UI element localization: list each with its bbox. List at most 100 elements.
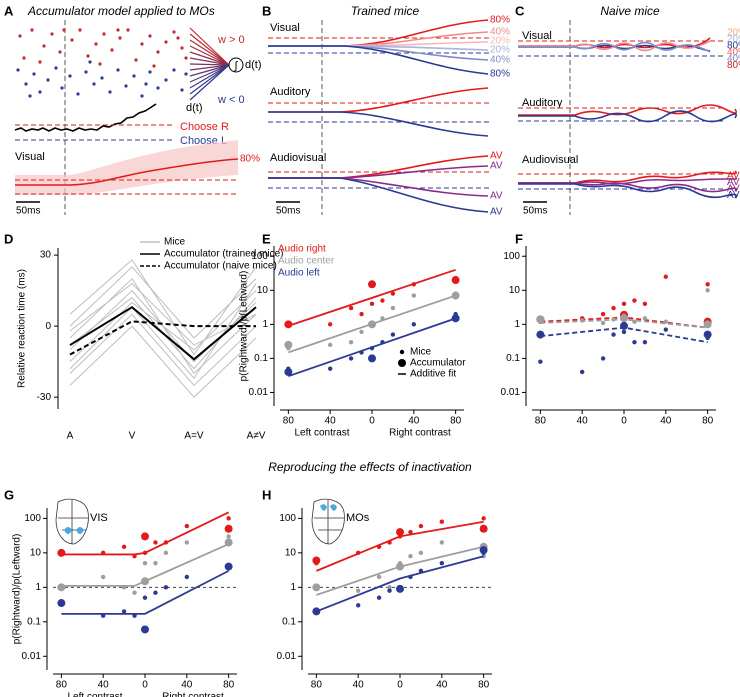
label: w < 0 — [217, 94, 245, 106]
y-tick-label: 1 — [262, 319, 268, 330]
x-tick-label: 80 — [223, 680, 235, 691]
y-tick-label: 100 — [251, 251, 268, 262]
label: 50ms — [276, 206, 300, 217]
y-tick-label: 100 — [503, 251, 520, 262]
model-point — [57, 599, 66, 608]
mouse-point — [355, 603, 361, 608]
mouse-point — [439, 540, 445, 545]
label: Audiovisual — [522, 154, 578, 166]
legend-label: Accumulator (trained mice) — [164, 249, 283, 260]
label: AV — [490, 191, 503, 202]
mouse-point — [411, 293, 417, 298]
model-point — [224, 538, 233, 547]
fan-line — [189, 39, 230, 66]
mouse-point — [100, 613, 106, 618]
mouse-line — [69, 282, 257, 346]
y-axis-label: Relative reaction time (ms) — [17, 269, 28, 388]
mouse-point — [408, 553, 413, 559]
brain-inset: VIS — [55, 498, 108, 545]
label: 40% — [727, 47, 740, 58]
trace — [518, 104, 738, 116]
x-tick-label: 80 — [478, 680, 490, 691]
trace — [268, 177, 489, 213]
fan-line — [189, 64, 230, 71]
mouse-point — [327, 322, 333, 327]
mouse-point — [387, 585, 392, 590]
integral-sign: ∫ — [233, 60, 238, 72]
label: Auditory — [522, 97, 563, 109]
mouse-point — [121, 609, 127, 614]
mouse-point — [663, 327, 669, 332]
label: 20% — [727, 34, 740, 45]
mouse-point — [380, 298, 385, 303]
model-point — [57, 583, 66, 592]
model-point — [284, 340, 293, 349]
panel-title: Naive mice — [600, 4, 660, 18]
panel-letter: C — [515, 3, 525, 18]
label: 20% — [727, 28, 740, 39]
mouse-point — [390, 305, 396, 311]
label: 80% — [490, 15, 510, 26]
mouse-point — [369, 301, 375, 307]
label: 20% — [490, 45, 510, 56]
model-line — [69, 320, 256, 356]
model-point — [284, 367, 293, 376]
y-tick-label: 0.1 — [506, 353, 520, 364]
mouse-point — [621, 329, 627, 335]
fit-line — [61, 543, 230, 587]
mouse-point — [142, 561, 148, 566]
x-tick-label: 80 — [535, 416, 547, 427]
label: Choose R — [180, 121, 229, 133]
mouse-point — [418, 568, 424, 574]
trace — [518, 183, 738, 199]
model-point — [396, 562, 404, 571]
x-tick-label: 0 — [369, 416, 375, 427]
mouse-point — [390, 332, 396, 337]
mouse-point — [184, 574, 190, 580]
mouse-point — [600, 320, 606, 326]
model-point — [479, 546, 488, 555]
y-tick-label: 10 — [30, 547, 42, 558]
mouse-point — [642, 301, 648, 307]
fan-line — [189, 64, 230, 77]
dt-trace — [14, 103, 157, 132]
mouse-point — [348, 305, 354, 311]
panel-title: Accumulator model applied to MOs — [27, 4, 215, 18]
trace — [518, 41, 711, 53]
model-point — [368, 320, 376, 329]
integrator — [228, 57, 244, 73]
y-tick-label: 30 — [40, 250, 52, 261]
y-tick-label: 1 — [35, 582, 41, 593]
model-point — [396, 584, 404, 593]
mouse-point — [132, 613, 137, 618]
mouse-line — [69, 325, 257, 398]
label: AV — [490, 161, 503, 172]
label: 80% — [727, 60, 740, 71]
panel-letter: E — [262, 231, 271, 246]
model-point — [479, 524, 488, 533]
mouse-point — [390, 291, 396, 296]
x-tick-label: 40 — [660, 416, 672, 427]
mouse-point — [359, 311, 364, 317]
model-point — [620, 321, 628, 330]
mouse-point — [481, 516, 486, 521]
mouse-point — [348, 356, 354, 361]
model-line — [69, 305, 257, 361]
label: AV — [727, 184, 740, 195]
x-tick-label: A≠V — [247, 431, 266, 442]
mouse-point — [408, 574, 413, 580]
model-point — [451, 291, 460, 300]
mouse-point — [359, 329, 364, 335]
y-axis-label: p(Rightward)/p(Leftward) — [239, 271, 250, 382]
trace — [518, 40, 711, 52]
mouse-point — [439, 519, 445, 524]
model-point — [312, 607, 321, 616]
trace — [518, 170, 738, 184]
mouse-point — [369, 345, 375, 351]
model-point — [536, 315, 545, 324]
x-tick-label: 40 — [98, 680, 110, 691]
label: AV — [490, 151, 503, 162]
label: w > 0 — [217, 34, 245, 46]
label: 50ms — [16, 206, 40, 217]
spikes-positive — [18, 28, 188, 68]
